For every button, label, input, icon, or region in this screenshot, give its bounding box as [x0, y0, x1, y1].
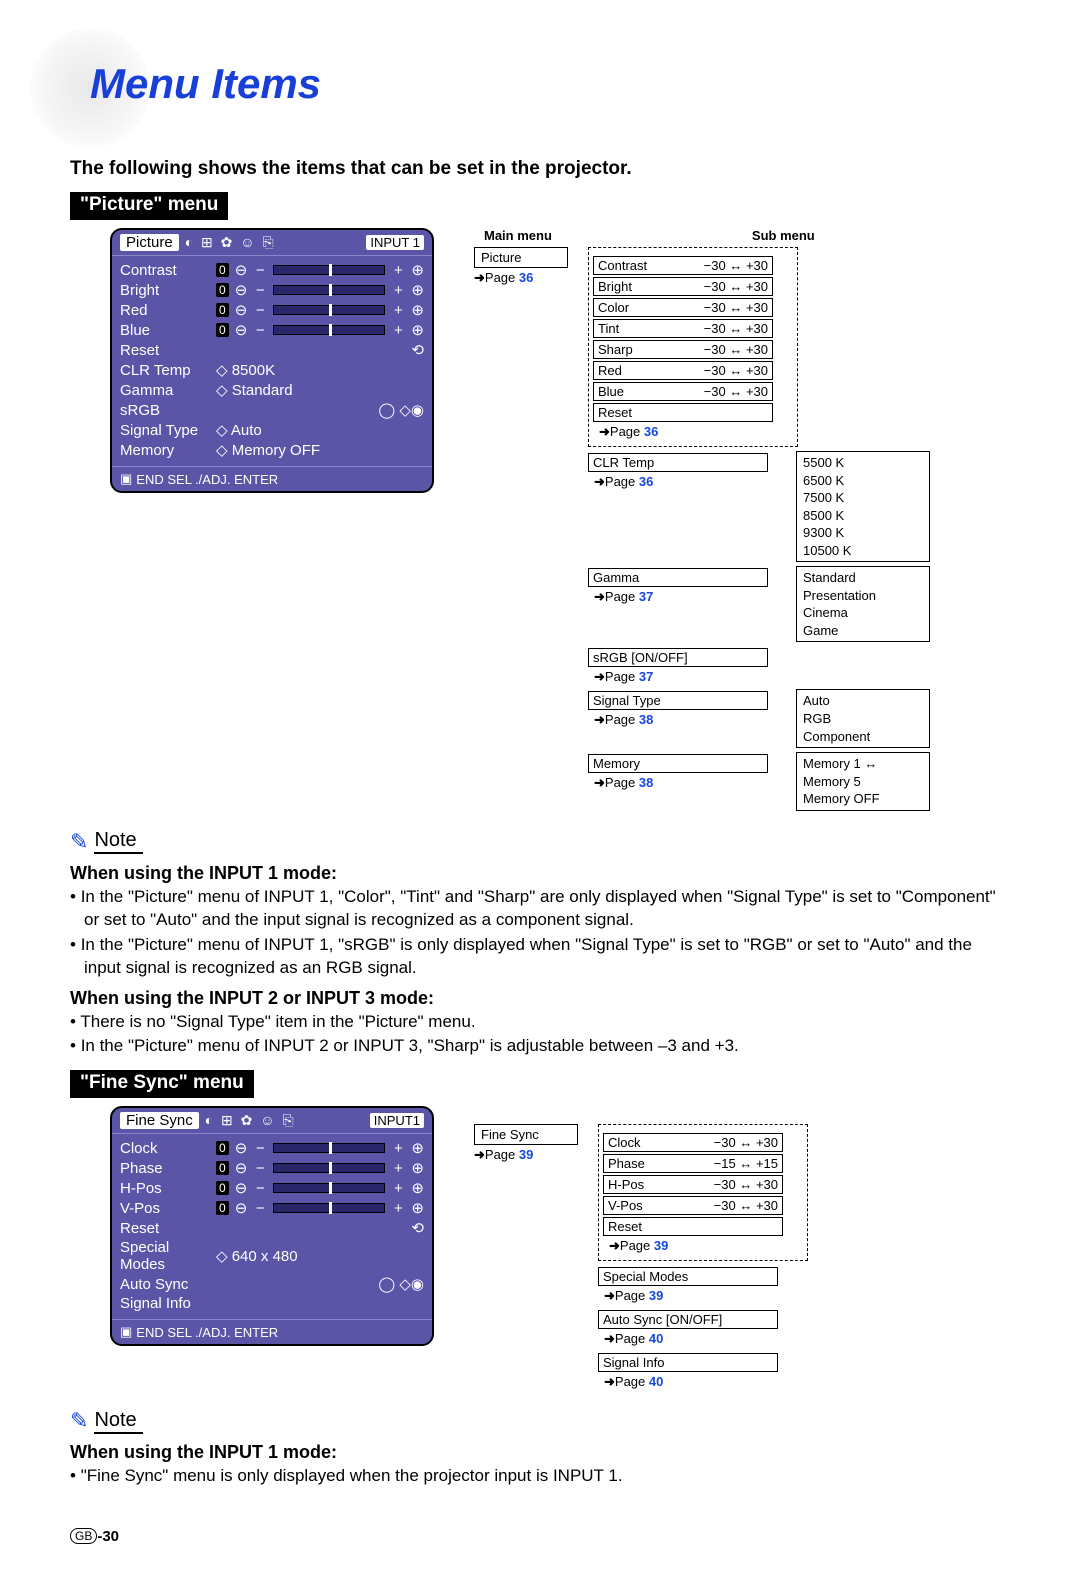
diagram-group: sRGB [ON/OFF] ➜Page 37: [588, 646, 930, 685]
osd-row: Clock0⊖−+⊕: [120, 1138, 424, 1158]
diagram-range-item: Color−30 ↔ +30: [593, 298, 773, 317]
osd-picture-input: INPUT 1: [366, 235, 424, 250]
diagram-group-page: ➜Page 40: [604, 1374, 788, 1390]
diagram-group: Memory ➜Page 38 Memory 1 ↔ Memory 5Memory…: [588, 752, 930, 811]
picture-reset: Reset: [593, 403, 773, 422]
osd-finesync-input: INPUT1: [370, 1113, 424, 1128]
diagram-group-label: Signal Info: [598, 1353, 778, 1372]
osd-row: H-Pos0⊖−+⊕: [120, 1178, 424, 1198]
osd-row: Special Modes640 x 480: [120, 1238, 424, 1274]
osd-picture-title: Picture: [120, 234, 179, 251]
note-bullet: In the "Picture" menu of INPUT 1, "sRGB"…: [70, 934, 1010, 980]
osd-end-icon: ▣: [120, 471, 132, 487]
diagram-group-label: Memory: [588, 754, 768, 773]
note-bullet: In the "Picture" menu of INPUT 2 or INPU…: [70, 1035, 1010, 1058]
main-menu-header: Main menu: [484, 228, 552, 243]
osd-row: Signal Info: [120, 1294, 424, 1313]
diagram-group: Gamma ➜Page 37 StandardPresentationCinema…: [588, 566, 930, 642]
diagram-group-page: ➜Page 39: [604, 1288, 788, 1304]
note1-subhead2: When using the INPUT 2 or INPUT 3 mode:: [70, 988, 1010, 1009]
osd-row: Phase0⊖−+⊕: [120, 1158, 424, 1178]
note-heading-1: ✎ Note: [70, 829, 1010, 855]
diagram-range-item: V-Pos−30 ↔ +30: [603, 1196, 783, 1215]
osd-row: V-Pos0⊖−+⊕: [120, 1198, 424, 1218]
page-title: Menu Items: [90, 60, 1010, 108]
osd-finesync: Fine Sync ◐ ⊞ ✿ ☺ ⎘ INPUT1 Clock0⊖−+⊕Pha…: [110, 1106, 434, 1346]
diagram-options-box: 5500 K6500 K7500 K8500 K9300 K10500 K: [796, 451, 930, 562]
note2-subhead1: When using the INPUT 1 mode:: [70, 1442, 1010, 1463]
picture-diagram: Main menu Sub menu Picture ➜Page 36 Cont…: [474, 228, 930, 815]
intro-text: The following shows the items that can b…: [70, 158, 1010, 180]
diagram-group-page: ➜Page 38: [594, 712, 778, 728]
finesync-diagram: Fine Sync ➜Page 39 Clock−30 ↔ +30 Phase−1…: [474, 1106, 808, 1394]
finesync-menu-badge: "Fine Sync" menu: [70, 1070, 254, 1098]
diagram-group-label: CLR Temp: [588, 453, 768, 472]
diagram-group-page: ➜Page 38: [594, 775, 778, 791]
finesync-reset-page: ➜Page 39: [609, 1238, 803, 1254]
osd-row: Reset⟲: [120, 1218, 424, 1238]
picture-menu-badge: "Picture" menu: [70, 192, 228, 220]
sub-menu-header: Sub menu: [752, 228, 815, 243]
diagram-options-box: StandardPresentationCinemaGame: [796, 566, 930, 642]
diagram-group: CLR Temp ➜Page 36 5500 K6500 K7500 K8500 …: [588, 451, 930, 562]
osd-row: Reset⟲: [120, 340, 424, 360]
note-bullet: "Fine Sync" menu is only displayed when …: [70, 1465, 1010, 1488]
diagram-range-item: Red−30 ↔ +30: [593, 361, 773, 380]
diagram-group-page: ➜Page 36: [594, 474, 778, 490]
osd-row: Contrast0⊖−+⊕: [120, 260, 424, 280]
diagram-group-label: Gamma: [588, 568, 768, 587]
diagram-group-page: ➜Page 40: [604, 1331, 788, 1347]
diagram-range-item: H-Pos−30 ↔ +30: [603, 1175, 783, 1194]
finesync-main-page: ➜Page 39: [474, 1147, 578, 1163]
diagram-options-box: Memory 1 ↔ Memory 5Memory OFF: [796, 752, 930, 811]
osd-row: Blue0⊖−+⊕: [120, 320, 424, 340]
osd-finesync-footer: END SEL ./ADJ. ENTER: [136, 1325, 278, 1340]
diagram-group-page: ➜Page 37: [594, 589, 778, 605]
osd-end-icon: ▣: [120, 1324, 132, 1340]
note-bullet: In the "Picture" menu of INPUT 1, "Color…: [70, 886, 1010, 932]
osd-row: Bright0⊖−+⊕: [120, 280, 424, 300]
osd-tab-icons: ◐ ⊞ ✿ ☺ ⎘: [205, 1112, 364, 1129]
note-bullet: There is no "Signal Type" item in the "P…: [70, 1011, 1010, 1034]
picture-reset-page: ➜Page 36: [599, 424, 793, 440]
diagram-group-label: Auto Sync [ON/OFF]: [598, 1310, 778, 1329]
diagram-range-item: Bright−30 ↔ +30: [593, 277, 773, 296]
osd-row: Auto Sync◯ ◇◉: [120, 1274, 424, 1294]
diagram-range-item: Sharp−30 ↔ +30: [593, 340, 773, 359]
diagram-group-page: ➜Page 37: [594, 669, 778, 685]
diagram-range-item: Blue−30 ↔ +30: [593, 382, 773, 401]
diagram-range-item: Clock−30 ↔ +30: [603, 1133, 783, 1152]
diagram-group: Auto Sync [ON/OFF] ➜Page 40: [598, 1308, 808, 1347]
osd-row: CLR Temp8500K: [120, 360, 424, 380]
note1-subhead1: When using the INPUT 1 mode:: [70, 863, 1010, 884]
osd-tab-icons: ◐ ⊞ ✿ ☺ ⎘: [185, 234, 361, 251]
diagram-range-item: Contrast−30 ↔ +30: [593, 256, 773, 275]
osd-row: sRGB◯ ◇◉: [120, 400, 424, 420]
finesync-mainbox: Fine Sync: [474, 1124, 578, 1145]
diagram-options-box: AutoRGBComponent: [796, 689, 930, 748]
diagram-group-label: sRGB [ON/OFF]: [588, 648, 768, 667]
osd-row: GammaStandard: [120, 380, 424, 400]
diagram-group-label: Signal Type: [588, 691, 768, 710]
page-footer: GB-30: [70, 1528, 1010, 1545]
osd-picture-footer: END SEL ./ADJ. ENTER: [136, 472, 278, 487]
osd-row: Signal TypeAuto: [120, 420, 424, 440]
osd-row: MemoryMemory OFF: [120, 440, 424, 460]
diagram-range-item: Tint−30 ↔ +30: [593, 319, 773, 338]
picture-main-page: ➜Page 36: [474, 270, 568, 286]
diagram-group-label: Special Modes: [598, 1267, 778, 1286]
picture-mainbox: Picture: [474, 247, 568, 268]
note-icon: ✎: [70, 1408, 88, 1434]
diagram-group: Special Modes ➜Page 39: [598, 1265, 808, 1304]
diagram-range-item: Phase−15 ↔ +15: [603, 1154, 783, 1173]
note-icon: ✎: [70, 829, 88, 855]
diagram-group: Signal Info ➜Page 40: [598, 1351, 808, 1390]
osd-finesync-title: Fine Sync: [120, 1112, 199, 1129]
osd-row: Red0⊖−+⊕: [120, 300, 424, 320]
osd-picture: Picture ◐ ⊞ ✿ ☺ ⎘ INPUT 1 Contrast0⊖−+⊕B…: [110, 228, 434, 493]
note-heading-2: ✎ Note: [70, 1408, 1010, 1434]
finesync-reset: Reset: [603, 1217, 783, 1236]
diagram-group: Signal Type ➜Page 38 AutoRGBComponent: [588, 689, 930, 748]
